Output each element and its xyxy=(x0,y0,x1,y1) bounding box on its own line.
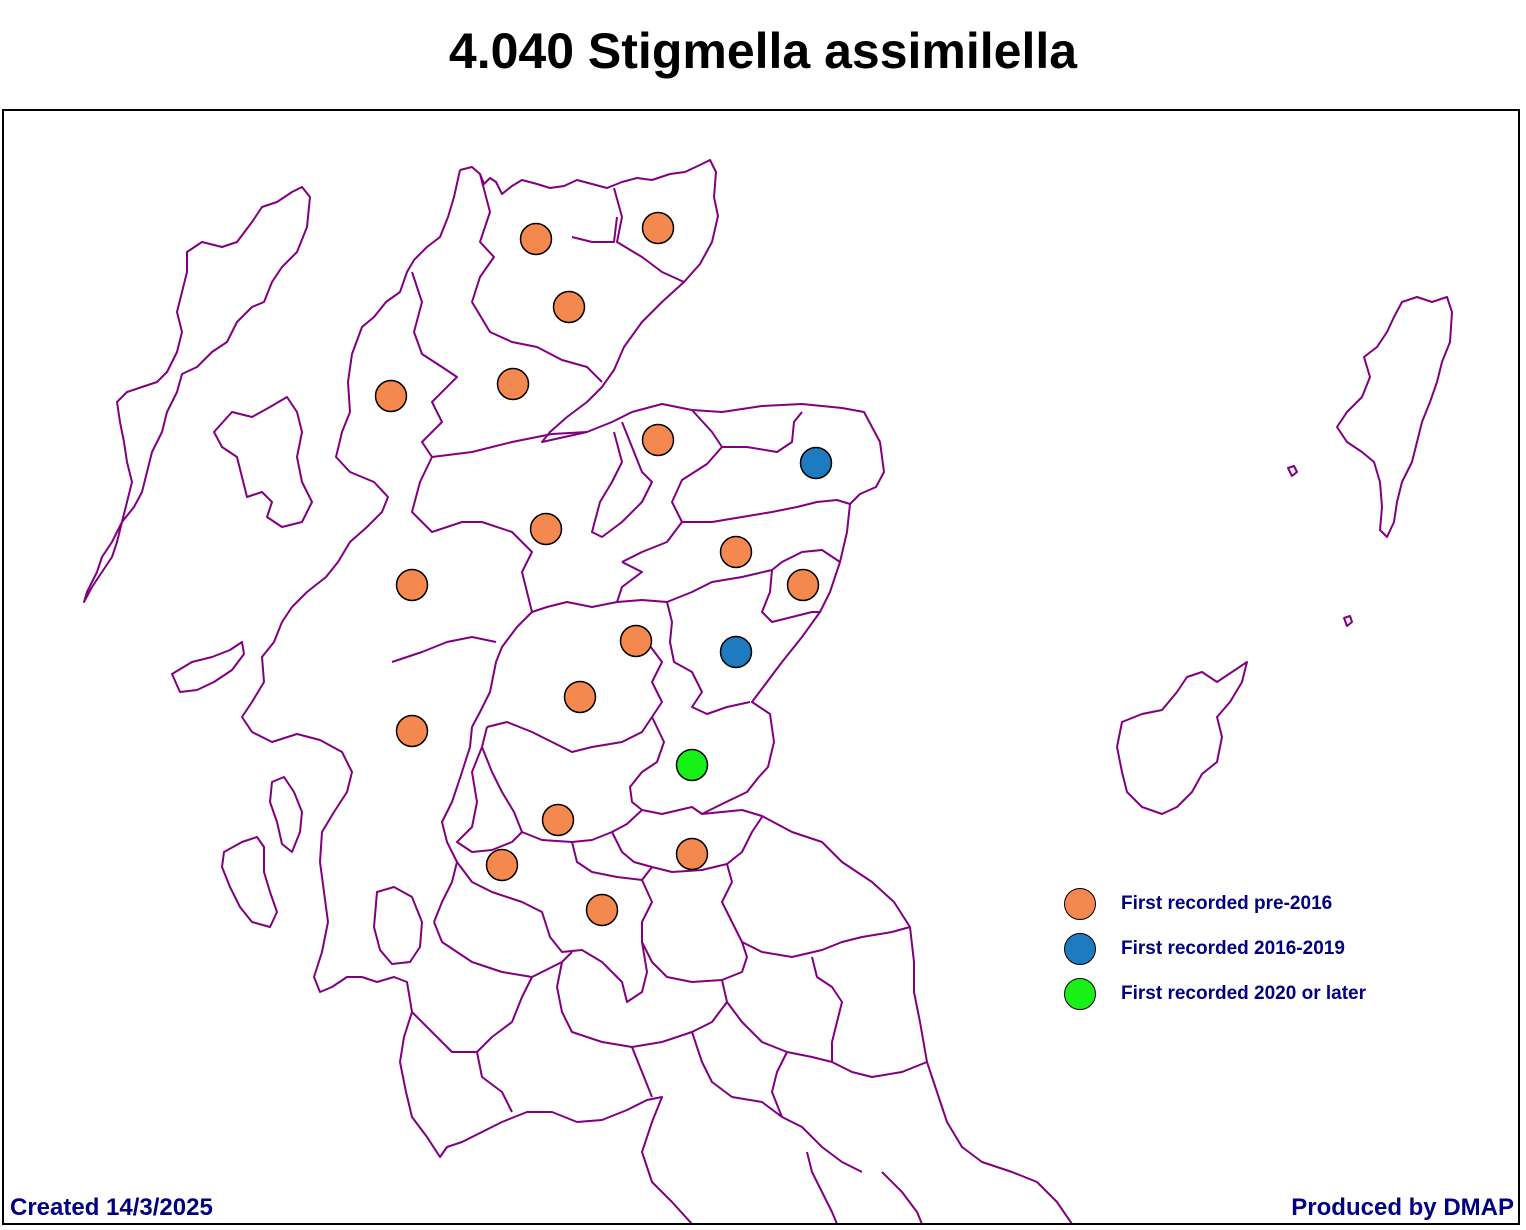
islay-outline xyxy=(221,836,278,928)
vc-boundary-sutherland-east xyxy=(571,216,618,243)
vc-boundary-stirling xyxy=(481,726,643,843)
vc-boundary-argyll xyxy=(391,636,497,663)
legend-label-pre-2016: First recorded pre-2016 xyxy=(1121,893,1333,914)
vc-boundary-perth-mid xyxy=(486,641,663,753)
legend-item-2016-2019: First recorded 2016-2019 xyxy=(1064,933,1484,978)
outer-hebrides-outline xyxy=(83,186,311,603)
record-dot xyxy=(552,290,586,324)
vc-boundary-inverness-north xyxy=(431,431,588,458)
vc-boundary-kincardine xyxy=(616,549,841,603)
record-dot xyxy=(585,893,619,927)
legend-label-2020-later: First recorded 2020 or later xyxy=(1121,983,1366,1004)
vc-boundary-kincardine-inner xyxy=(761,569,820,623)
legend-item-pre-2016: First recorded pre-2016 xyxy=(1064,888,1484,933)
map-title: 4.040 Stigmella assimilella xyxy=(448,23,1078,79)
record-dot xyxy=(675,748,709,782)
vc-boundary-ross xyxy=(411,271,482,533)
arran-outline xyxy=(373,886,423,965)
vice-county-map xyxy=(83,159,1453,1223)
producer-credit: Produced by DMAP xyxy=(1291,1194,1514,1221)
vc-boundary-westlothian xyxy=(571,841,653,881)
record-dot xyxy=(675,837,709,871)
map-legend: First recorded pre-2016 First recorded 2… xyxy=(1064,888,1484,1023)
record-dot xyxy=(641,423,675,457)
record-dot xyxy=(496,367,530,401)
mainland-coastline xyxy=(459,159,1073,1223)
vc-boundary-ayr xyxy=(433,921,573,978)
vc-boundary-kirkcudbright xyxy=(476,976,533,1113)
vc-boundary-perth-north xyxy=(531,601,618,613)
vc-boundary-angus xyxy=(666,601,751,715)
record-dot xyxy=(395,568,429,602)
vc-boundary-argyll-south xyxy=(433,726,473,923)
vc-boundary-moray xyxy=(591,421,653,538)
vc-boundary-dumfries-south xyxy=(631,1031,863,1173)
legend-swatch-pre-2016 xyxy=(1064,888,1096,920)
vc-boundary-aberdeen-north xyxy=(722,411,803,453)
vc-boundary-berwick xyxy=(721,863,911,958)
vc-boundary-banff xyxy=(621,409,723,563)
legend-item-2020-later: First recorded 2020 or later xyxy=(1064,978,1484,1023)
record-dot xyxy=(786,568,820,602)
vc-boundary-caithness xyxy=(613,187,685,283)
record-dot xyxy=(719,535,753,569)
vc-boundary-aberdeen-south xyxy=(682,499,851,523)
record-dot xyxy=(799,446,833,480)
orkney-outline xyxy=(1116,661,1248,815)
record-dot xyxy=(541,803,575,837)
fair-isle-outline xyxy=(1343,615,1353,627)
vc-boundary-sutherland xyxy=(471,173,603,383)
jura-outline xyxy=(269,776,303,853)
vc-boundary-inverness-south xyxy=(471,521,533,728)
vc-boundary-selkirk xyxy=(811,956,843,1062)
record-dot xyxy=(641,211,675,245)
skye-outline xyxy=(213,396,313,528)
legend-swatch-2020-later xyxy=(1064,978,1096,1010)
vice-county-boundaries xyxy=(241,159,1073,1223)
record-dot xyxy=(619,624,653,658)
record-dot xyxy=(395,714,429,748)
record-dot xyxy=(719,635,753,669)
record-dots xyxy=(374,211,833,927)
map-frame xyxy=(2,109,1520,1225)
vc-boundary-wigtown xyxy=(411,1011,477,1053)
record-dot xyxy=(485,848,519,882)
vc-boundary-lanark xyxy=(456,861,648,1003)
vc-boundary-peebles xyxy=(641,879,748,983)
vc-boundary-dunbarton xyxy=(456,746,523,853)
vc-boundary-fife xyxy=(629,716,703,815)
island-outlines xyxy=(83,186,1453,965)
record-dot xyxy=(529,512,563,546)
record-dot xyxy=(563,680,597,714)
vc-boundary-lothians xyxy=(611,816,763,873)
vc-boundary-dumfries-north xyxy=(556,961,728,1048)
shetland-outline xyxy=(1336,296,1453,538)
legend-swatch-2016-2019 xyxy=(1064,933,1096,965)
record-dot xyxy=(374,379,408,413)
legend-label-2016-2019: First recorded 2016-2019 xyxy=(1121,938,1345,959)
created-date: Created 14/3/2025 xyxy=(10,1194,213,1221)
record-dot xyxy=(519,222,553,256)
mull-outline xyxy=(171,641,245,693)
vc-boundary-roxburgh xyxy=(721,979,928,1078)
west-coastline xyxy=(241,169,693,1223)
vc-boundary-cumberland xyxy=(771,1051,923,1223)
foula-outline xyxy=(1287,465,1298,477)
